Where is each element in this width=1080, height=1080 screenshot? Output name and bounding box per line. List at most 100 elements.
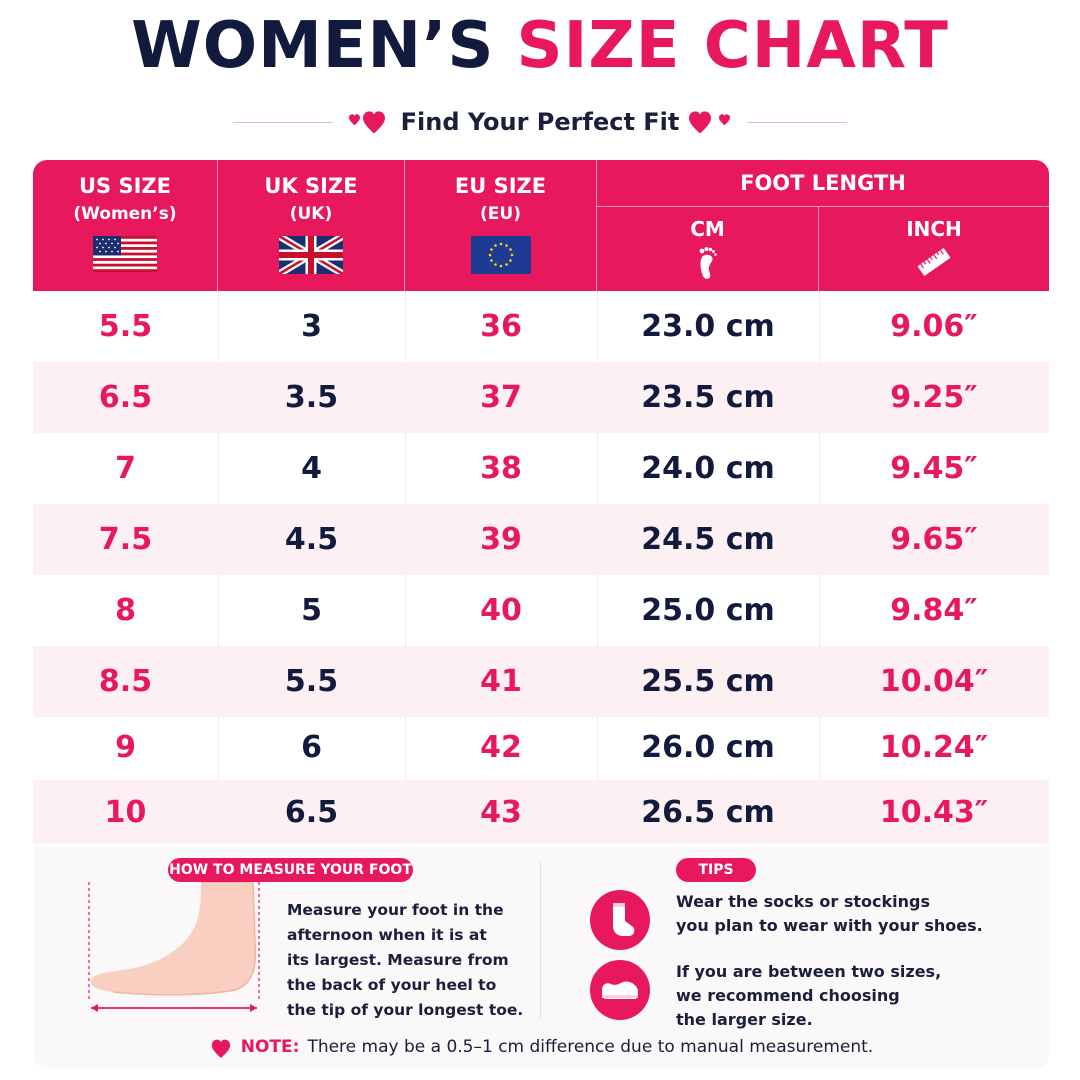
- header-uk-label: UK SIZE: [264, 174, 358, 198]
- cell-us: 8.5: [98, 664, 153, 699]
- header-eu: EU SIZE (EU): [405, 160, 597, 291]
- cell-inch: 10.24″: [879, 730, 989, 765]
- header-uk-sub: (UK): [289, 204, 333, 224]
- tip-line: the larger size.: [676, 1010, 813, 1029]
- tip-line: Wear the socks or stockings: [676, 892, 930, 911]
- tip-item: If you are between two sizes, we recomme…: [590, 960, 996, 1032]
- cell-cm: 24.5 cm: [641, 522, 775, 557]
- cell-us: 9: [115, 730, 136, 765]
- subtitle-row: Find Your Perfect Fit: [0, 100, 1080, 144]
- cell-inch: 9.65″: [890, 522, 978, 557]
- cell-eu: 36: [480, 309, 522, 344]
- cell-cm: 25.0 cm: [641, 593, 775, 628]
- table-row: 6.5 3.5 37 23.5 cm 9.25″: [33, 362, 1049, 433]
- note-label: NOTE:: [240, 1037, 300, 1057]
- cell-eu: 38: [480, 451, 522, 486]
- cell-inch: 9.25″: [890, 380, 978, 415]
- tips-heading: TIPS: [676, 858, 756, 882]
- foot-measure-illustration: [88, 882, 260, 1012]
- table-row: 10 6.5 43 26.5 cm 10.43″: [33, 780, 1049, 844]
- title-part-2: SIZE CHART: [516, 9, 949, 83]
- header-inch: INCH: [819, 207, 1049, 291]
- table-row: 9 6 42 26.0 cm 10.24″: [33, 712, 1049, 783]
- header-foot-length-label: FOOT LENGTH: [597, 160, 1049, 207]
- measure-line: afternoon when it is at: [287, 926, 487, 944]
- header-inch-label: INCH: [906, 217, 962, 241]
- foot-icon: [699, 247, 717, 279]
- us-flag-icon: [93, 236, 157, 272]
- header-us-label: US SIZE: [79, 174, 171, 198]
- cell-cm: 23.5 cm: [641, 380, 775, 415]
- page-title: WOMEN’S SIZE CHART: [0, 8, 1080, 84]
- header-eu-sub: (EU): [480, 204, 521, 224]
- panel-divider: [540, 862, 541, 1020]
- cell-us: 7.5: [98, 522, 153, 557]
- note: NOTE: There may be a 0.5–1 cm difference…: [33, 1036, 1049, 1063]
- cell-eu: 40: [480, 593, 522, 628]
- ruler-icon: [917, 248, 951, 276]
- cell-us: 5.5: [98, 309, 153, 344]
- cell-eu: 37: [480, 380, 522, 415]
- table-row: 5.5 3 36 23.0 cm 9.06″: [33, 291, 1049, 362]
- note-text: There may be a 0.5–1 cm difference due t…: [307, 1037, 874, 1057]
- cell-inch: 10.04″: [879, 664, 989, 699]
- cell-us: 8: [115, 593, 136, 628]
- cell-us: 6.5: [98, 380, 153, 415]
- tip-text: Wear the socks or stockings you plan to …: [676, 890, 996, 938]
- tip-line: If you are between two sizes,: [676, 962, 942, 981]
- sock-icon: [590, 890, 650, 950]
- cell-uk: 4: [301, 451, 322, 486]
- cell-inch: 9.06″: [890, 309, 978, 344]
- cell-cm: 25.5 cm: [641, 664, 775, 699]
- hearts-icon: [689, 108, 733, 136]
- cell-uk: 3.5: [284, 380, 339, 415]
- cell-uk: 5: [301, 593, 322, 628]
- measure-line: Measure your foot in the: [287, 901, 504, 919]
- cell-uk: 6.5: [284, 794, 339, 830]
- tip-line: we recommend choosing: [676, 986, 900, 1005]
- cell-eu: 39: [480, 522, 522, 557]
- measure-heading: HOW TO MEASURE YOUR FOOT: [168, 858, 413, 882]
- divider-left: [232, 121, 333, 123]
- cell-uk: 4.5: [284, 522, 339, 557]
- cell-eu: 43: [480, 794, 522, 830]
- cell-cm: 26.0 cm: [641, 730, 775, 765]
- heart-icon: [211, 1039, 230, 1058]
- cell-cm: 23.0 cm: [641, 309, 775, 344]
- table-row: 8.5 5.5 41 25.5 cm 10.04″: [33, 646, 1049, 717]
- info-panel: HOW TO MEASURE YOUR FOOT Measure your fo…: [33, 846, 1049, 1068]
- title-part-1: WOMEN’S: [131, 9, 495, 83]
- divider-right: [747, 121, 848, 123]
- measure-line: the back of your heel to: [287, 976, 497, 994]
- subtitle: Find Your Perfect Fit: [400, 108, 680, 136]
- cell-inch: 10.43″: [879, 794, 989, 830]
- cell-uk: 5.5: [284, 664, 339, 699]
- cell-inch: 9.84″: [890, 593, 978, 628]
- header-uk: UK SIZE (UK): [218, 160, 405, 291]
- header-foot-length: FOOT LENGTH CM INCH: [597, 160, 1049, 291]
- tip-item: Wear the socks or stockings you plan to …: [590, 890, 996, 950]
- table-row: 7.5 4.5 39 24.5 cm 9.65″: [33, 504, 1049, 575]
- measure-instructions: Measure your foot in the afternoon when …: [287, 898, 537, 1023]
- header-us-sub: (Women’s): [73, 204, 177, 224]
- cell-uk: 6: [301, 730, 322, 765]
- header-cm: CM: [597, 207, 819, 291]
- eu-flag-icon: [470, 236, 531, 274]
- cell-eu: 42: [480, 730, 522, 765]
- cell-uk: 3: [301, 309, 322, 344]
- tip-text: If you are between two sizes, we recomme…: [676, 960, 996, 1032]
- table-row: 8 5 40 25.0 cm 9.84″: [33, 575, 1049, 646]
- size-table: US SIZE (Women’s) UK SIZE (UK): [33, 160, 1049, 844]
- header-us: US SIZE (Women’s): [33, 160, 218, 291]
- shoe-icon: [590, 960, 650, 1020]
- measure-line: the tip of your longest toe.: [287, 1001, 524, 1019]
- hearts-icon: [347, 108, 391, 136]
- table-header: US SIZE (Women’s) UK SIZE (UK): [33, 160, 1049, 291]
- cell-us: 10: [104, 794, 147, 830]
- header-eu-label: EU SIZE: [454, 174, 547, 198]
- cell-cm: 24.0 cm: [641, 451, 775, 486]
- header-cm-label: CM: [690, 217, 725, 241]
- tip-line: you plan to wear with your shoes.: [676, 916, 983, 935]
- measure-line: its largest. Measure from: [287, 951, 509, 969]
- cell-eu: 41: [480, 664, 522, 699]
